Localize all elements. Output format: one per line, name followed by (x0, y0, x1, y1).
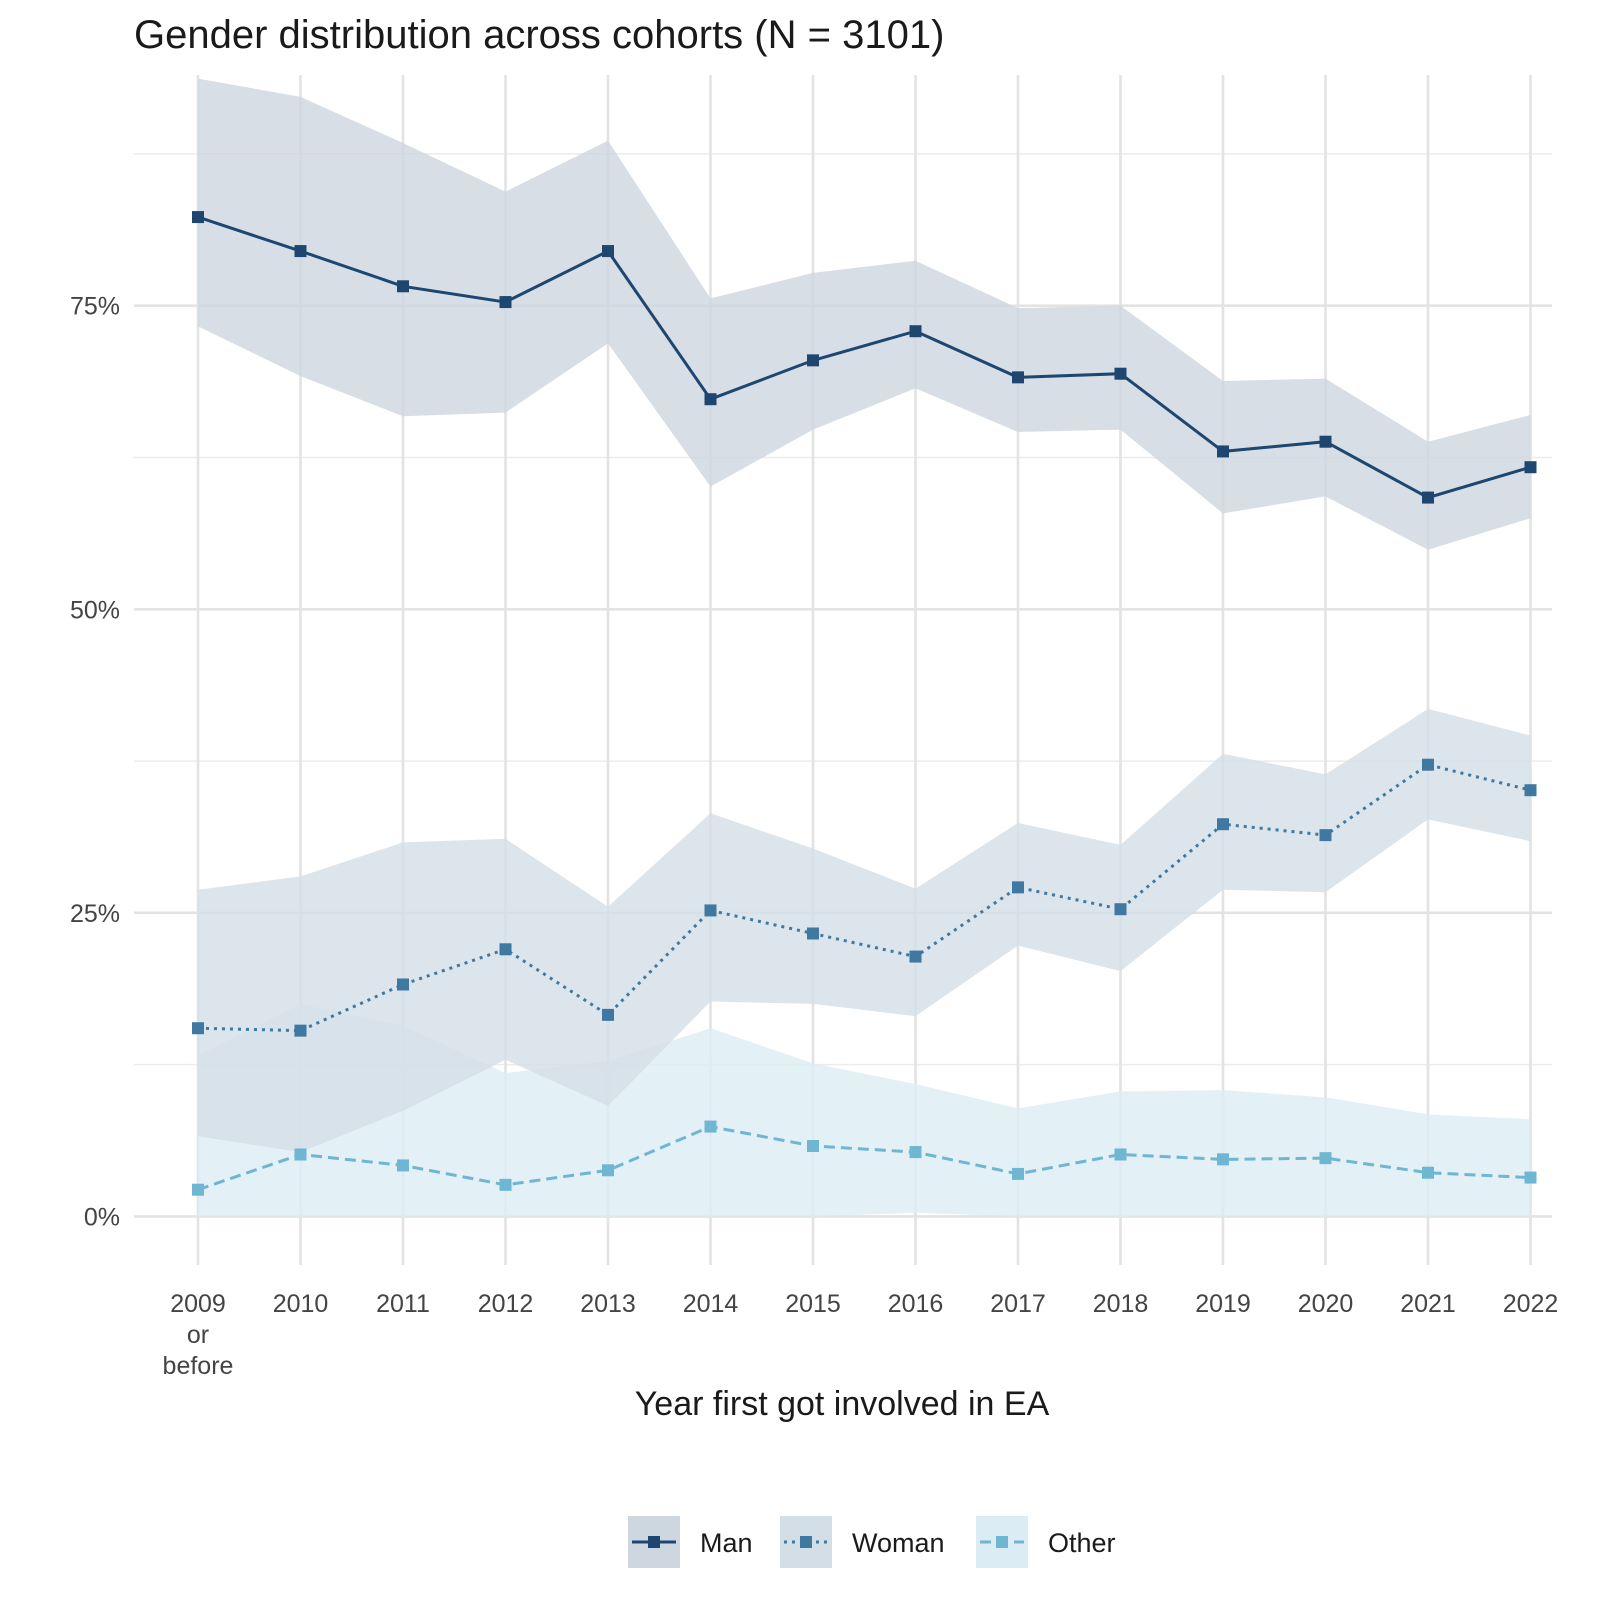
confidence-band-woman (198, 708, 1531, 1153)
data-point-man (1422, 491, 1434, 504)
data-point-woman (1319, 829, 1332, 842)
data-point-woman (1012, 881, 1024, 894)
data-point-other (499, 1178, 512, 1191)
x-axis-title: Year first got involved in EA (635, 1385, 1050, 1423)
data-point-man (192, 211, 204, 224)
x-tick-label: 2022 (1503, 1290, 1559, 1318)
x-tick-label: 2020 (1298, 1290, 1354, 1318)
x-tick-label: 2009 or before (163, 1290, 234, 1380)
data-point-other (1524, 1171, 1537, 1184)
legend-item-man: Man (628, 1516, 753, 1568)
series-line-other (197, 1125, 1531, 1192)
data-point-man (1114, 367, 1127, 380)
data-point-man (397, 280, 409, 293)
x-tick-label: 2014 (683, 1290, 739, 1318)
legend-item-woman: Woman (780, 1516, 945, 1568)
data-point-man (807, 354, 819, 367)
y-tick-label: 0% (84, 1203, 120, 1231)
data-point-man (602, 245, 614, 258)
data-point-woman (909, 950, 922, 963)
data-point-woman (1217, 818, 1229, 831)
x-tick-label: 2011 (376, 1290, 430, 1318)
x-tick-label: 2018 (1093, 1290, 1149, 1318)
data-point-woman (192, 1022, 204, 1035)
y-tick-label: 75% (70, 293, 120, 321)
data-point-other (1422, 1166, 1434, 1179)
data-point-other (397, 1159, 409, 1172)
data-point-man (499, 296, 512, 309)
data-point-other (909, 1146, 922, 1159)
data-point-woman (1114, 903, 1127, 916)
y-tick-label: 50% (70, 596, 120, 624)
legend-label-man: Man (700, 1528, 753, 1558)
x-tick-label: 2016 (888, 1290, 944, 1318)
data-point-other (807, 1140, 819, 1152)
x-tick-label: 2013 (580, 1290, 636, 1318)
data-point-other (602, 1164, 614, 1177)
data-point-woman (499, 943, 512, 956)
legend: Man Woman Other (628, 1516, 1116, 1568)
data-point-woman (397, 978, 409, 991)
series-line-woman (197, 763, 1531, 1033)
confidence-bands (198, 78, 1531, 1217)
data-point-man (909, 325, 922, 338)
data-point-other (192, 1183, 204, 1196)
data-point-other (1217, 1153, 1229, 1166)
chart-title: Gender distribution across cohorts (N = … (134, 13, 944, 57)
x-tick-label: 2021 (1400, 1290, 1456, 1318)
legend-item-other: Other (976, 1516, 1116, 1568)
x-tick-label: 2010 (273, 1290, 329, 1318)
data-point-man (1524, 461, 1537, 474)
legend-label-other: Other (1048, 1528, 1116, 1558)
data-point-other (1012, 1167, 1024, 1180)
legend-marker-man (648, 1536, 660, 1548)
legend-marker-woman (800, 1536, 812, 1548)
data-point-other (1114, 1148, 1127, 1161)
data-point-woman (602, 1008, 614, 1021)
confidence-band-other (198, 1003, 1531, 1217)
data-point-other (294, 1148, 307, 1161)
data-point-man (1012, 371, 1024, 384)
y-axis-ticks: 0% 25% 50% 75% (70, 293, 120, 1232)
x-axis-ticks: 2009 or before 2010 2011 2012 2013 2014 2015 2016… (163, 1290, 1559, 1380)
data-point-other (1319, 1152, 1332, 1165)
data-point-woman (294, 1024, 307, 1037)
data-point-man (1319, 435, 1332, 448)
data-point-woman (807, 927, 819, 940)
x-tick-label: 2015 (785, 1290, 841, 1318)
data-point-woman (1422, 758, 1434, 771)
confidence-band-man (198, 78, 1531, 550)
x-tick-label: 2019 (1195, 1290, 1251, 1318)
series-points (192, 211, 1537, 1196)
y-tick-label: 25% (70, 900, 120, 928)
data-point-man (294, 245, 307, 258)
x-tick-label: 2017 (990, 1290, 1046, 1318)
data-point-other (704, 1120, 717, 1133)
data-point-man (704, 393, 717, 406)
data-point-woman (1524, 784, 1537, 797)
x-tick-label: 2012 (478, 1290, 534, 1318)
legend-marker-other (996, 1536, 1008, 1548)
series-line-man (197, 215, 1531, 500)
series-lines (197, 215, 1531, 1192)
data-point-woman (704, 904, 717, 917)
data-point-man (1217, 445, 1229, 458)
legend-label-woman: Woman (852, 1528, 945, 1558)
